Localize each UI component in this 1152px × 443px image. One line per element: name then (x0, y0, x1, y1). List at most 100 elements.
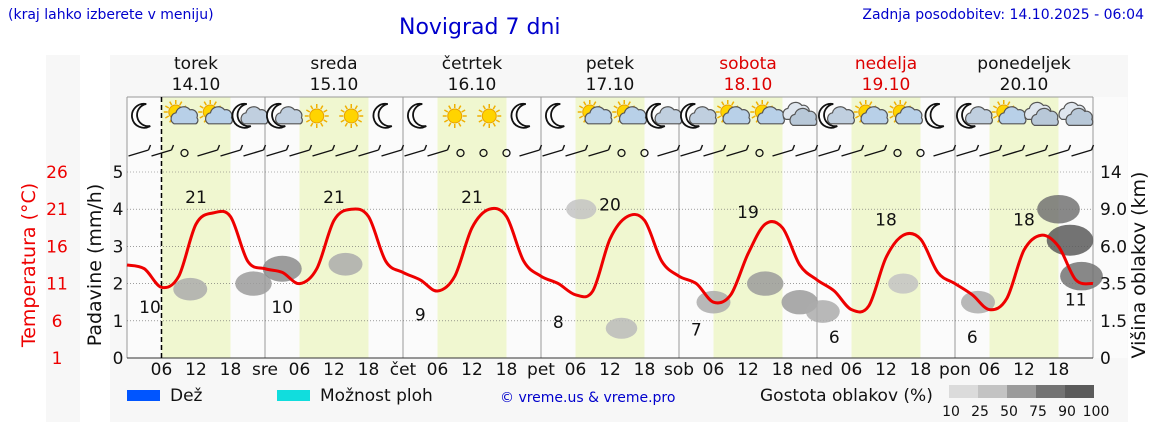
day-date-label: 15.10 (310, 75, 359, 95)
wind-barb-icon (841, 144, 865, 157)
cloud-shape (584, 106, 613, 125)
sun-ray (320, 105, 324, 110)
temperature-label: 11 (1065, 291, 1087, 311)
wind-shaft (404, 149, 425, 157)
wind-calm-circle (893, 148, 902, 158)
cloud-blob (262, 255, 302, 282)
hour-tick-label: 18 (634, 360, 656, 380)
sun-disc (343, 108, 359, 124)
wind-shaft (588, 149, 609, 157)
moon-cloud-icon (645, 102, 683, 129)
sun-ray (492, 122, 496, 127)
cloud-density-title: Gostota oblakov (%) (760, 386, 933, 406)
sun-ray (997, 101, 1001, 106)
cloud-blob (1037, 194, 1080, 224)
moon-crescent (818, 102, 838, 129)
cloud-density-tick: 10 (942, 404, 960, 420)
day-date-label: 20.10 (1000, 75, 1049, 95)
wind-barb-icon (289, 144, 313, 157)
wind-barb-icon (703, 144, 727, 157)
cloud-blob (605, 317, 638, 339)
weekday-tick-label: pon (939, 360, 971, 380)
sun-cloud-icon (577, 100, 613, 125)
sun-ray (340, 119, 345, 123)
wind-feather (331, 144, 336, 151)
cloud-height-axis-title: Višina oblakov (km) (1128, 172, 1150, 359)
wind-feather (147, 144, 152, 151)
moon-icon (924, 102, 945, 129)
wind-shaft (266, 149, 287, 157)
precip-tick-label: 3 (113, 237, 124, 257)
wind-barb-icon (358, 144, 382, 157)
moon-crescent (545, 102, 565, 129)
wind-barb-icon (220, 144, 244, 157)
weekday-tick-label: ned (801, 360, 833, 380)
daylight-band (851, 97, 921, 358)
sun-ray (903, 101, 907, 106)
moon-crescent (131, 102, 151, 129)
wind-barb-icon (243, 144, 267, 157)
wind-feather (262, 144, 267, 151)
wind-shaft (381, 149, 402, 157)
sun-ray (164, 115, 170, 119)
hour-tick-label: 18 (220, 360, 242, 380)
wind-feather (584, 144, 589, 151)
hour-tick-label: 18 (772, 360, 794, 380)
cloud-density-tick: 90 (1058, 404, 1076, 420)
cloud-shape (275, 106, 303, 125)
sun-ray (354, 122, 358, 127)
temp-tick-label: 6 (52, 312, 63, 332)
cloud-shape (170, 106, 199, 125)
wind-calm-circle (479, 148, 488, 158)
wind-feather (1021, 144, 1026, 151)
temperature-label: 10 (139, 298, 161, 318)
wind-shaft (197, 149, 218, 157)
wind-barb-icon (128, 144, 152, 157)
sun-ray (320, 122, 324, 127)
wind-calm-icon (755, 148, 764, 158)
hour-tick-label: 12 (875, 360, 897, 380)
wind-barb-icon (680, 144, 704, 157)
wind-shaft (151, 149, 172, 157)
precip-tick-label: 2 (113, 275, 124, 295)
cloud-density-tick: 75 (1029, 404, 1047, 420)
day-date-label: 18.10 (724, 75, 773, 95)
wind-barb-icon (197, 144, 221, 157)
wind-feather (308, 144, 313, 151)
wind-barb-icon (542, 144, 566, 157)
moon-crescent (231, 102, 252, 129)
moon-crescent (645, 102, 666, 129)
daylight-band (575, 97, 645, 358)
sun-cloud-icon (163, 100, 199, 125)
rain-swatch (127, 390, 160, 401)
temp-tick-label: 21 (46, 200, 68, 220)
sun-ray (213, 101, 217, 106)
wind-feather (423, 144, 428, 151)
sun-ray (617, 101, 621, 106)
sun-ray (751, 105, 756, 109)
wind-feather (952, 144, 957, 151)
wind-shaft (1002, 149, 1023, 157)
wind-barb-icon (1025, 144, 1049, 157)
wind-barb-icon (1048, 144, 1072, 157)
sun-cloud-icon (991, 100, 1027, 125)
cloud-height-tick-label: 3.5 (1100, 275, 1127, 295)
sun-ray (461, 109, 466, 113)
cloud-blob (1060, 261, 1103, 291)
day-name-label: sobota (719, 54, 777, 74)
wind-feather (814, 144, 819, 151)
cloud-height-tick-label: 1.5 (1100, 312, 1127, 332)
sun-ray (478, 109, 483, 113)
cloud-blob (888, 273, 919, 294)
wind-calm-icon (180, 148, 189, 158)
wind-shaft (542, 149, 563, 157)
cloud-shape (1065, 107, 1094, 126)
wind-feather (446, 144, 451, 151)
wind-feather (676, 144, 681, 151)
moon-crescent (510, 102, 531, 129)
daylight-band (989, 97, 1059, 358)
sun-ray (310, 105, 314, 110)
wind-barb-icon (956, 144, 980, 157)
wind-shaft (519, 149, 540, 157)
cloud-shape (827, 106, 855, 125)
